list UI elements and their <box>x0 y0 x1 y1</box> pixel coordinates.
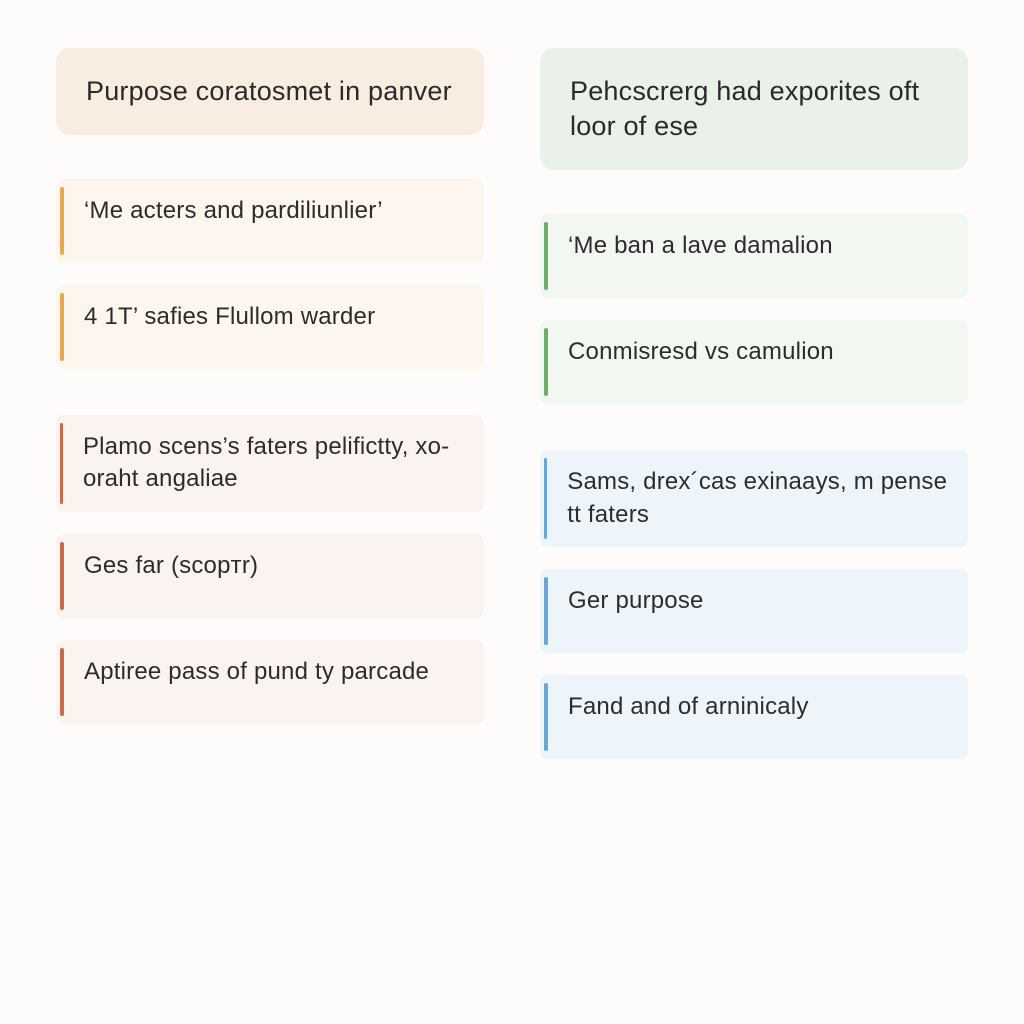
accent-bar <box>544 577 548 645</box>
item-text: 4 1T’ safies Flullom warder <box>84 285 393 369</box>
item-text: Plamo scens’s faters pelifictty, xo-orah… <box>83 415 484 512</box>
list-item: Conmisresd vs camulion <box>540 320 968 404</box>
right-header-title: Pehcscrerg had exporites oft loor of ese <box>570 74 938 144</box>
left-header-title: Purpose coratosmet in panver <box>86 74 454 109</box>
list-item: 4 1T’ safies Flullom warder <box>56 285 484 369</box>
accent-bar <box>544 458 547 539</box>
list-item: Fand and of arninicaly <box>540 675 968 759</box>
list-item: Aptiree pass of pund ty parcade <box>56 640 484 724</box>
left-header-card: Purpose coratosmet in panver <box>56 48 484 135</box>
accent-bar <box>544 328 548 396</box>
right-group-1: Sams, drex´cas exinaays, m pense tt fate… <box>540 450 968 759</box>
list-item: ‘Me acters and pardiliunlier’ <box>56 179 484 263</box>
item-text: Fand and of arninicaly <box>568 675 827 759</box>
item-text: Ger purpose <box>568 569 722 653</box>
left-group-0: ‘Me acters and pardiliunlier’ 4 1T’ safi… <box>56 179 484 369</box>
list-item: Sams, drex´cas exinaays, m pense tt fate… <box>540 450 968 547</box>
two-column-layout: Purpose coratosmet in panver ‘Me acters … <box>56 48 968 759</box>
item-text: Ges far (scopтr) <box>84 534 276 618</box>
accent-bar <box>60 187 64 255</box>
item-text: ‘Me acters and pardiliunlier’ <box>84 179 401 263</box>
right-group-0: ‘Me ban a lave damalion Conmisresd vs ca… <box>540 214 968 404</box>
accent-bar <box>60 648 64 716</box>
right-header-card: Pehcscrerg had exporites oft loor of ese <box>540 48 968 170</box>
list-item: ‘Me ban a lave damalion <box>540 214 968 298</box>
right-column: Pehcscrerg had exporites oft loor of ese… <box>540 48 968 759</box>
list-item: Ges far (scopтr) <box>56 534 484 618</box>
item-text: Conmisresd vs camulion <box>568 320 852 404</box>
accent-bar <box>60 293 64 361</box>
accent-bar <box>60 423 63 504</box>
left-column: Purpose coratosmet in panver ‘Me acters … <box>56 48 484 759</box>
accent-bar <box>544 222 548 290</box>
left-group-1: Plamo scens’s faters pelifictty, xo-orah… <box>56 415 484 724</box>
item-text: Aptiree pass of pund ty parcade <box>84 640 447 724</box>
accent-bar <box>60 542 64 610</box>
accent-bar <box>544 683 548 751</box>
list-item: Ger purpose <box>540 569 968 653</box>
list-item: Plamo scens’s faters pelifictty, xo-orah… <box>56 415 484 512</box>
item-text: Sams, drex´cas exinaays, m pense tt fate… <box>567 450 968 547</box>
item-text: ‘Me ban a lave damalion <box>568 214 851 298</box>
